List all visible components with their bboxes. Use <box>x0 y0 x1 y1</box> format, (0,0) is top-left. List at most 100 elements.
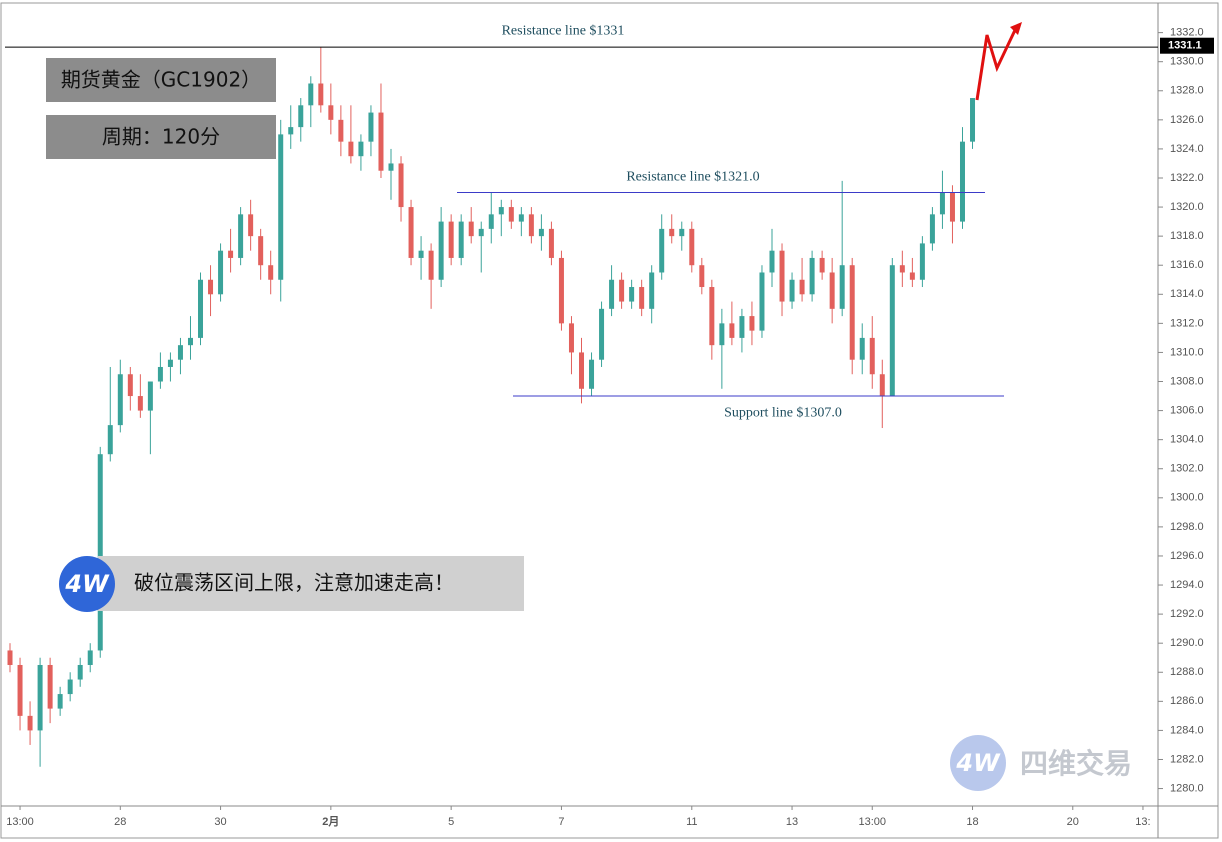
candle-body <box>579 352 584 389</box>
candle-body <box>187 337 193 346</box>
price-line-label: Support line $1307.0 <box>724 405 842 420</box>
candle-body <box>137 396 143 411</box>
candle-body <box>759 272 765 331</box>
candle-body <box>77 664 83 680</box>
candle-body <box>117 374 123 426</box>
candle-body <box>388 163 394 171</box>
candle-body <box>408 207 414 258</box>
candle-body <box>749 316 755 331</box>
candle-body <box>829 272 835 309</box>
candle-body <box>167 359 173 367</box>
candle-body <box>548 228 554 258</box>
candle-body <box>428 250 434 280</box>
y-tick-label: 1320.0 <box>1170 201 1204 213</box>
candle-body <box>498 207 504 215</box>
candle-body <box>198 279 204 338</box>
candle-body <box>518 214 524 222</box>
y-tick-label: 1302.0 <box>1170 463 1204 475</box>
x-tick-label: 2月 <box>322 815 339 828</box>
candle-body <box>458 221 464 258</box>
candle-body <box>879 374 885 397</box>
candle-body <box>7 650 13 665</box>
annotation-box <box>98 556 524 611</box>
candle-body <box>368 112 374 142</box>
y-tick-label: 1332.0 <box>1170 27 1204 39</box>
watermark-circle <box>950 735 1006 791</box>
x-tick-label: 18 <box>966 816 978 828</box>
candle-body <box>258 236 264 266</box>
y-tick-label: 1296.0 <box>1170 550 1204 562</box>
candle-body <box>27 715 33 731</box>
watermark-logo: 4W <box>955 749 1001 777</box>
title-box <box>46 58 276 102</box>
candle-body <box>208 279 214 295</box>
candle-body <box>769 250 775 273</box>
candle-body <box>157 366 163 382</box>
x-tick-label: 7 <box>558 816 564 828</box>
candle-body <box>789 279 795 302</box>
y-tick-label: 1292.0 <box>1170 608 1204 620</box>
y-tick-label: 1284.0 <box>1170 724 1204 736</box>
candle-body <box>819 257 825 273</box>
x-tick-label: 13: <box>1135 816 1150 828</box>
candle-body <box>298 105 304 128</box>
candle-body <box>268 265 274 280</box>
candle-body <box>849 265 855 360</box>
title: 期货黄金（GC1902） <box>61 68 261 92</box>
candle-body <box>508 207 514 222</box>
candle-body <box>568 323 574 353</box>
arrow-head <box>1010 22 1022 35</box>
y-tick-label: 1298.0 <box>1170 521 1204 533</box>
y-tick-label: 1316.0 <box>1170 259 1204 271</box>
candle-body <box>107 425 113 455</box>
subtitle-box <box>46 115 276 159</box>
candle-body <box>57 694 63 709</box>
candle-body <box>649 272 655 309</box>
candle-body <box>538 228 544 237</box>
y-tick-label: 1286.0 <box>1170 695 1204 707</box>
candle-body <box>970 98 976 142</box>
x-tick-label: 13:00 <box>6 816 34 828</box>
candle-body <box>919 243 925 280</box>
y-tick-label: 1328.0 <box>1170 85 1204 97</box>
candle-body <box>218 250 224 295</box>
candle-body <box>669 228 675 237</box>
y-tick-label: 1306.0 <box>1170 404 1204 416</box>
candle-body <box>468 221 474 237</box>
candle-body <box>177 345 183 360</box>
subtitle: 周期：120分 <box>102 125 220 149</box>
y-tick-label: 1310.0 <box>1170 346 1204 358</box>
candle-body <box>739 316 745 338</box>
candle-body <box>909 272 915 280</box>
candle-body <box>959 141 965 222</box>
candle-body <box>599 308 605 360</box>
price-line-label: Resistance line $1331 <box>502 23 625 38</box>
candle-body <box>127 374 133 397</box>
x-tick-label: 28 <box>114 816 126 828</box>
candle-body <box>248 214 254 237</box>
candle-body <box>488 214 494 229</box>
x-tick-label: 5 <box>448 816 454 828</box>
x-tick-label: 11 <box>686 816 697 828</box>
y-tick-label: 1300.0 <box>1170 492 1204 504</box>
candle-body <box>37 664 43 731</box>
candle-body <box>448 221 454 258</box>
candle-body <box>839 265 845 309</box>
candle-body <box>589 359 595 389</box>
logo-circle <box>59 556 115 612</box>
y-tick-label: 1322.0 <box>1170 172 1204 184</box>
y-tick-label: 1282.0 <box>1170 753 1204 765</box>
x-tick-label: 13:00 <box>858 816 886 828</box>
candle-body <box>328 105 334 120</box>
last-price-label: 1331.1 <box>1168 40 1202 52</box>
candle-body <box>278 134 284 280</box>
y-tick-label: 1294.0 <box>1170 579 1204 591</box>
candle-body <box>659 228 665 273</box>
candle-body <box>929 214 935 244</box>
candle-body <box>859 337 865 360</box>
candle-body <box>689 228 695 266</box>
candle-body <box>949 192 955 222</box>
y-tick-label: 1288.0 <box>1170 666 1204 678</box>
candle-body <box>87 650 93 665</box>
